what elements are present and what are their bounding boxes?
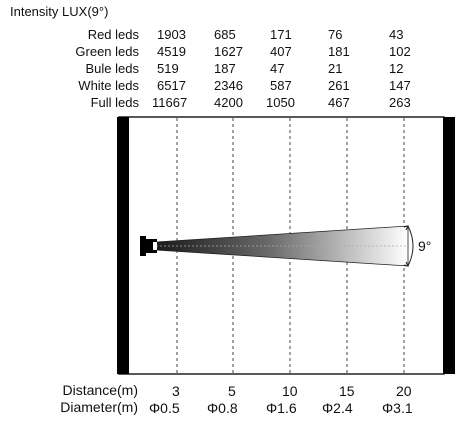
cell-white-5m: 2346 xyxy=(214,78,243,93)
distance-20m: 20 xyxy=(396,383,412,399)
cell-green-20m: 102 xyxy=(389,44,411,59)
cell-green-15m: 181 xyxy=(328,44,350,59)
beam-angle-label: 9° xyxy=(418,238,432,254)
fixture-icon xyxy=(140,236,146,256)
row-label-green: Green leds xyxy=(75,44,139,59)
cell-red-5m: 685 xyxy=(214,27,236,42)
cell-white-3m: 6517 xyxy=(157,78,186,93)
diameter-20m: Φ3.1 xyxy=(382,400,413,416)
distance-15m: 15 xyxy=(339,383,355,399)
cell-red-3m: 1903 xyxy=(157,27,186,42)
cell-blue-15m: 21 xyxy=(328,61,343,76)
diameter-5m: Φ0.8 xyxy=(207,400,238,416)
distance-5m: 5 xyxy=(228,383,236,399)
cell-full-10m: 1050 xyxy=(266,95,295,110)
cell-green-3m: 4519 xyxy=(157,44,186,59)
cell-red-15m: 76 xyxy=(328,27,343,42)
diameter-3m: Φ0.5 xyxy=(149,400,180,416)
cell-blue-3m: 519 xyxy=(157,61,179,76)
cell-white-10m: 587 xyxy=(270,78,292,93)
cell-full-15m: 467 xyxy=(328,95,350,110)
beam-angle-arc xyxy=(407,225,414,267)
distance-3m: 3 xyxy=(172,383,180,399)
cell-green-10m: 407 xyxy=(270,44,292,59)
distance-label: Distance(m) xyxy=(62,382,138,398)
cell-green-5m: 1627 xyxy=(214,44,243,59)
distance-10m: 10 xyxy=(282,383,298,399)
row-label-red: Red leds xyxy=(87,27,139,42)
cell-blue-20m: 12 xyxy=(389,61,404,76)
cell-blue-10m: 47 xyxy=(270,61,285,76)
diameter-15m: Φ2.4 xyxy=(322,400,353,416)
row-label-white: White leds xyxy=(78,78,139,93)
row-label-full: Full leds xyxy=(90,95,139,110)
diameter-10m: Φ1.6 xyxy=(266,400,297,416)
cell-full-3m: 11667 xyxy=(152,95,188,110)
cell-full-5m: 4200 xyxy=(214,95,243,110)
diameter-label: Diameter(m) xyxy=(60,399,138,415)
cell-red-20m: 43 xyxy=(389,27,404,42)
right-wall xyxy=(443,117,455,374)
cell-white-20m: 147 xyxy=(389,78,411,93)
cell-red-10m: 171 xyxy=(270,27,292,42)
cell-full-20m: 263 xyxy=(389,95,411,110)
cell-blue-5m: 187 xyxy=(214,61,236,76)
chart-title: Intensity LUX(9°) xyxy=(10,4,109,19)
row-label-blue: Bule leds xyxy=(85,61,139,76)
left-wall xyxy=(117,117,129,374)
cell-white-15m: 261 xyxy=(328,78,350,93)
